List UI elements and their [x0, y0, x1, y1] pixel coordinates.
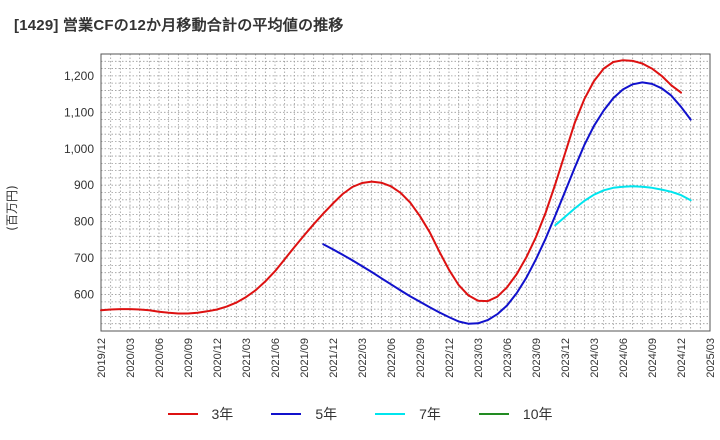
x-tick-label: 2022/09: [415, 338, 427, 378]
legend-label-5y: 5年: [315, 406, 338, 422]
gridlines: [100, 54, 711, 331]
y-tick-label: 600: [74, 288, 94, 302]
legend-item-5y: 5年: [271, 404, 337, 424]
legend-item-3y: 3年: [167, 404, 234, 424]
series-line-1: [100, 59, 682, 315]
x-tick-label: 2020/03: [125, 338, 137, 378]
x-tick-label: 2024/06: [618, 338, 630, 378]
x-tick-label: 2022/12: [444, 338, 456, 378]
y-tick-label: 1,200: [64, 69, 94, 83]
legend-label-7y: 7年: [419, 406, 441, 422]
x-tick-label: 2021/06: [270, 338, 282, 378]
x-tick-label: 2023/03: [473, 338, 485, 378]
x-tick-label: 2024/09: [647, 338, 659, 378]
y-tick-label: 700: [74, 251, 94, 265]
y-tick-label: 1,100: [64, 105, 94, 119]
y-tick-label: 800: [74, 215, 94, 229]
x-tick-label: 2024/03: [589, 338, 601, 378]
series-lines: [100, 59, 692, 325]
x-tick-label: 2023/12: [560, 338, 572, 378]
series-line-2: [322, 81, 692, 325]
y-axis-label: (百万円): [5, 185, 19, 230]
y-tick-label: 1,000: [64, 142, 94, 156]
x-tick-label: 2025/03: [705, 338, 717, 378]
legend-label-10y: 10年: [522, 406, 553, 422]
y-tick-label: 900: [74, 178, 94, 192]
axes: 600 700 800 900 1,000 1,100 1,200 2019/12 2020/0…: [5, 53, 717, 378]
chart-title: [1429] 営業CFの12か月移動合計の平均値の推移: [14, 17, 344, 34]
plot-frame: [100, 53, 711, 332]
legend-item-7y: 7年: [375, 404, 441, 424]
x-tick-label: 2021/12: [328, 338, 340, 378]
series-line-3: [554, 185, 692, 227]
x-tick-label: 2023/06: [502, 338, 514, 378]
legend-swatch-7y: [375, 413, 406, 415]
x-tick-label: 2020/06: [154, 338, 166, 378]
x-tick-label: 2020/09: [183, 338, 195, 378]
x-tick-label: 2022/06: [386, 338, 398, 378]
x-tick-label: 2020/12: [212, 338, 224, 378]
x-tick-label: 2023/09: [531, 338, 543, 378]
x-tick-label: 2024/12: [676, 338, 688, 378]
line-chart: 600 700 800 900 1,000 1,100 1,200 2019/12 2020/0…: [5, 53, 717, 378]
legend-item-10y: 10年: [478, 404, 553, 424]
x-tick-label: 2019/12: [96, 338, 108, 378]
x-tick-label: 2021/03: [241, 338, 253, 378]
x-tick-label: 2022/03: [357, 338, 369, 378]
x-tick-label: 2021/09: [299, 338, 311, 378]
legend-swatch-10y: [478, 413, 509, 415]
legend: 3年 5年 7年 10年: [0, 400, 720, 428]
legend-swatch-3y: [167, 413, 198, 415]
legend-label-3y: 3年: [211, 406, 234, 422]
legend-swatch-5y: [271, 413, 302, 415]
